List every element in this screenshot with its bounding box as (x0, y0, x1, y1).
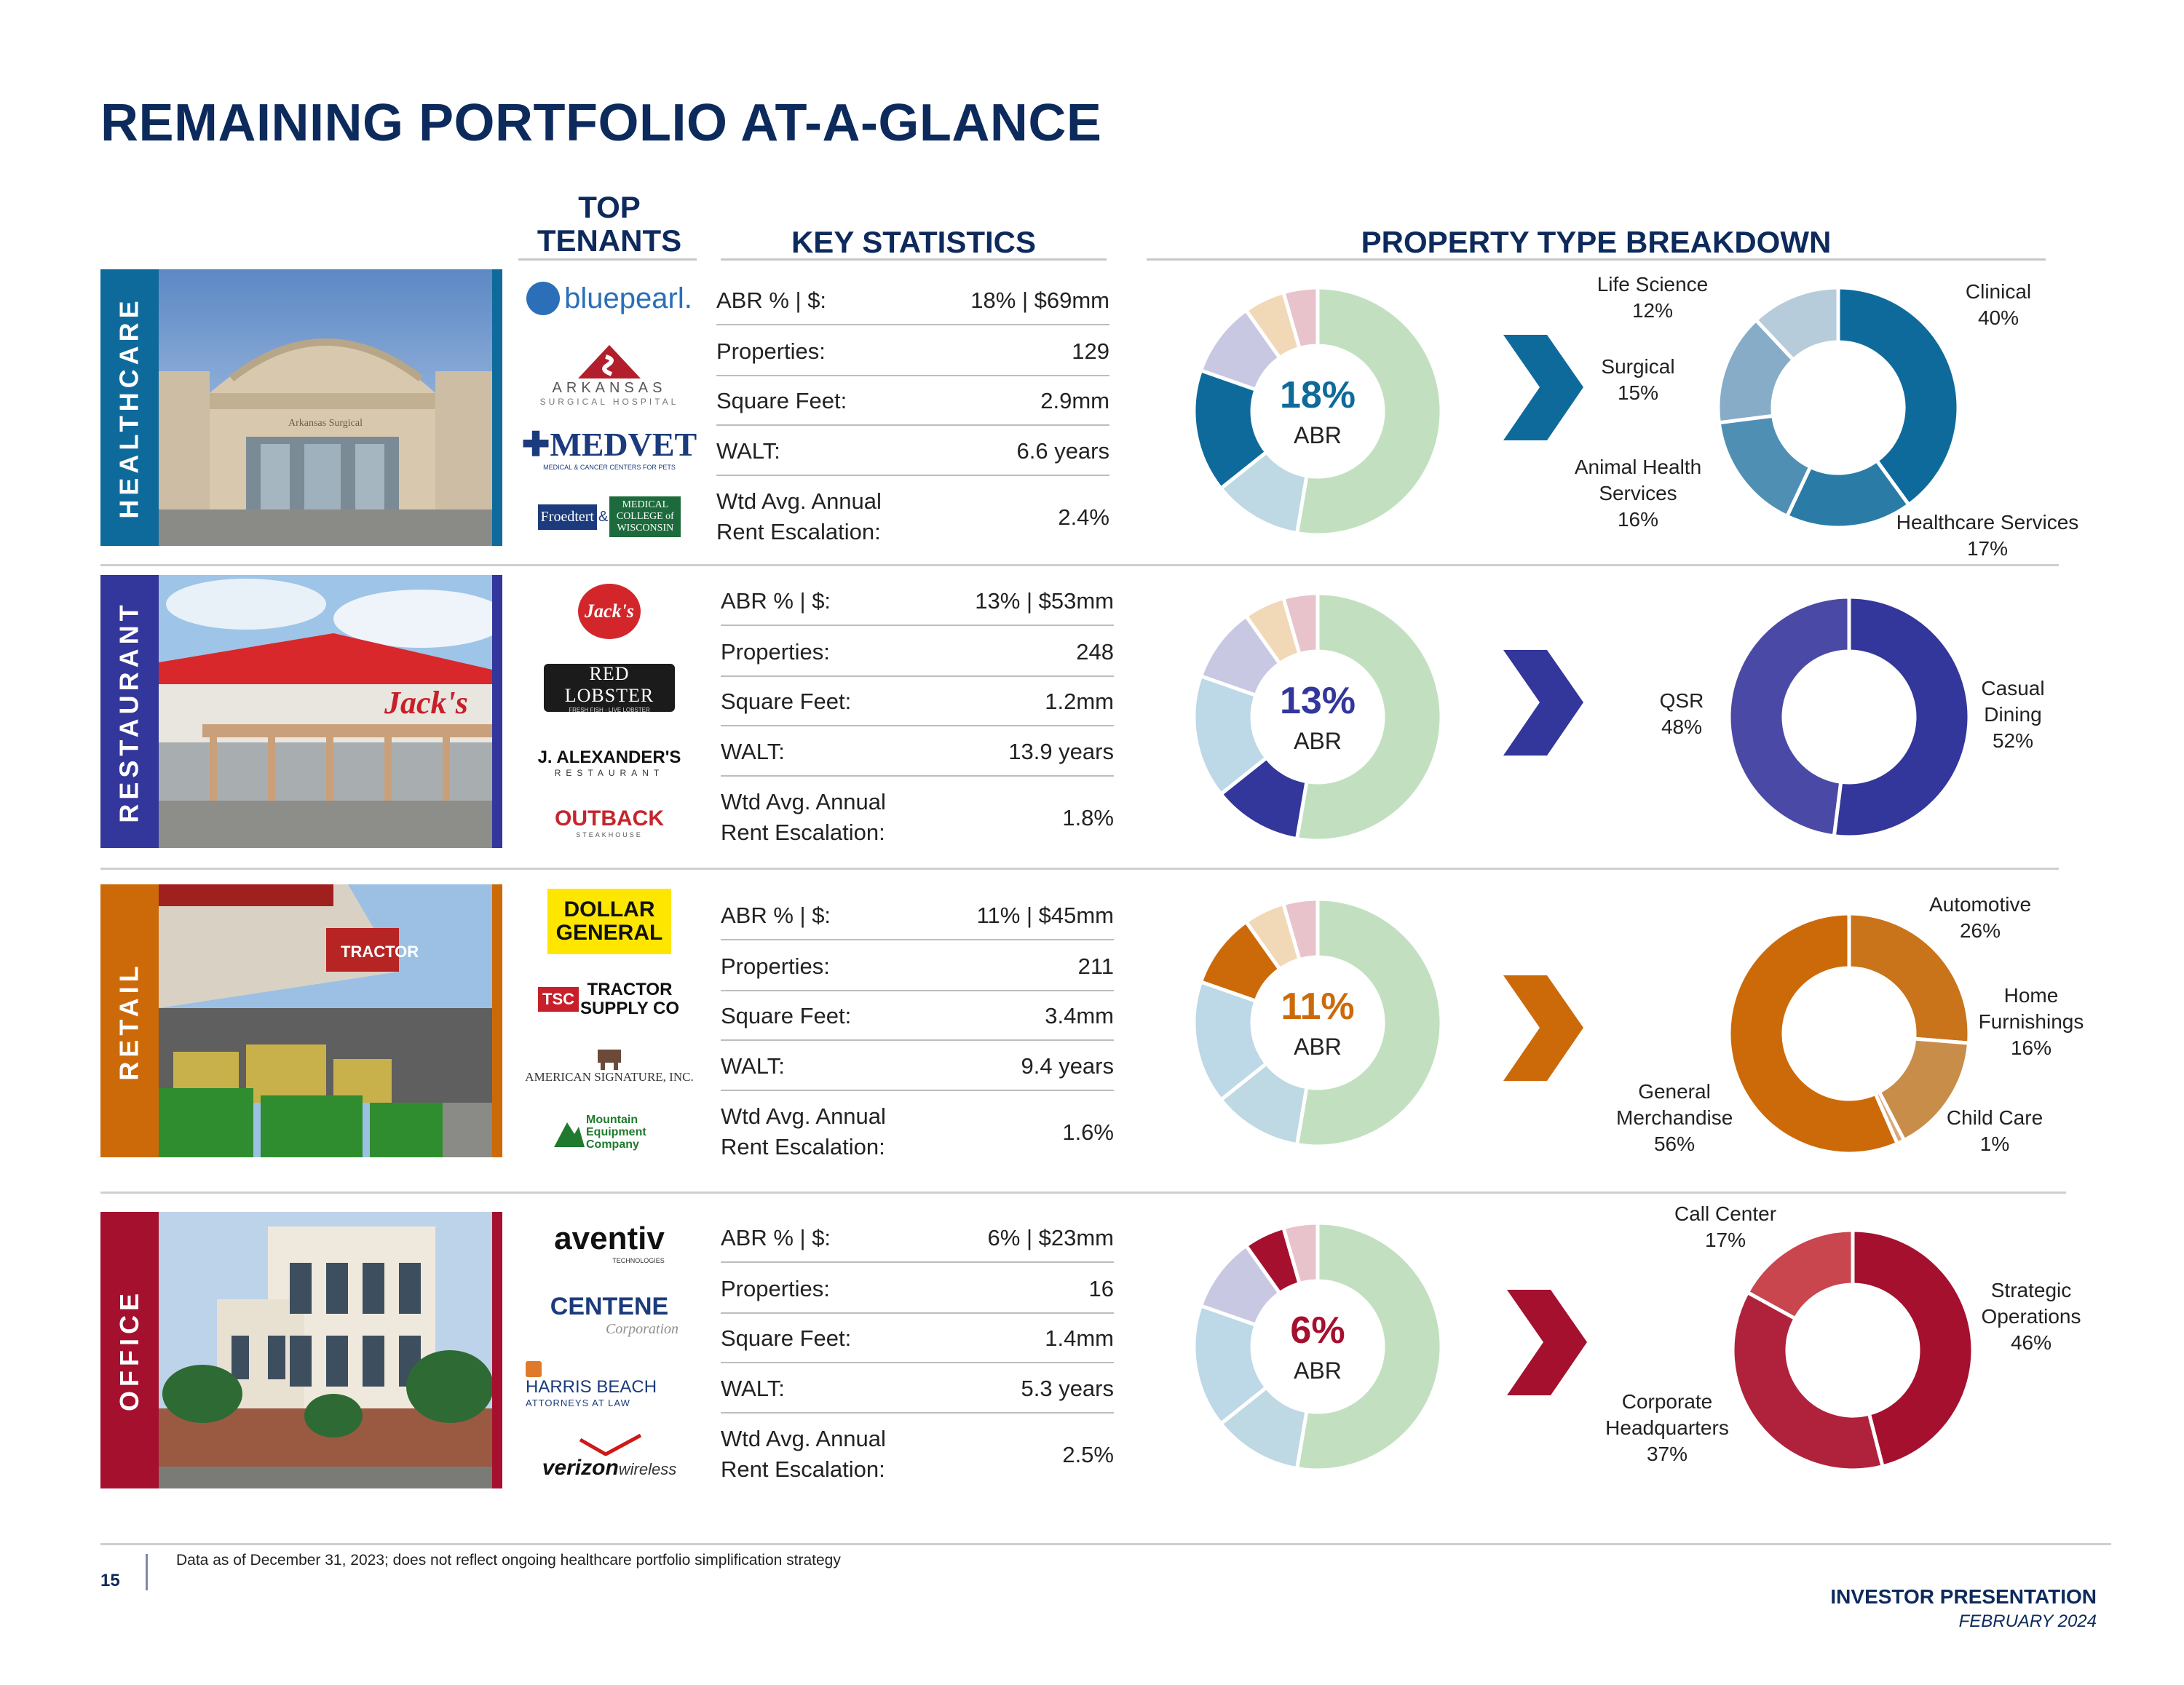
breakdown-slice-strategic-operations (1851, 1228, 1975, 1469)
breakdown-slice-life-science (1753, 285, 1840, 362)
tenant-logo-aventiv: aventiv TECHNOLOGIES (554, 1221, 665, 1264)
sector-band-office: OFFICE (100, 1212, 159, 1488)
office-property-photo (159, 1212, 492, 1488)
breakdown-slice-casual-dining (1832, 595, 1971, 839)
seg-label-home-furnishings: Home Furnishings 16% (1978, 984, 2084, 1059)
section-divider (100, 564, 2059, 566)
abr-percent: 11% (1281, 986, 1355, 1028)
tenant-logo-centene: CENTENE Corporation (550, 1293, 679, 1337)
healthcare-photo-edge (492, 269, 502, 546)
presentation-label: INVESTOR PRESENTATION (1830, 1585, 2097, 1608)
retail-breakdown-donut (1722, 906, 1977, 1165)
retail-photo-edge (492, 884, 502, 1157)
header-rule-breakdown (1147, 258, 2046, 261)
portfolio-slice-other (1281, 1221, 1320, 1286)
svg-text:TRACTOR: TRACTOR (341, 943, 419, 961)
svg-text:Arkansas Surgical: Arkansas Surgical (288, 418, 363, 429)
office-chevron-icon (1507, 1290, 1587, 1395)
header-property-breakdown: PROPERTY TYPE BREAKDOWN (1361, 225, 1832, 259)
restaurant-property-photo: Jack's (159, 575, 492, 848)
office-breakdown-donut (1725, 1223, 1980, 1481)
breakdown-slice-qsr (1727, 595, 1851, 838)
portfolio-slice-remaining (1294, 1221, 1444, 1472)
header-rule-stats (721, 258, 1107, 261)
breakdown-slice-clinical (1836, 285, 1961, 507)
tenant-logo-dollar-general: DOLLAR GENERAL (518, 888, 700, 955)
restaurant-photo-edge (492, 575, 502, 848)
restaurant-breakdown-donut (1722, 590, 1977, 848)
seg-label-clinical: Clinical 40% (1965, 280, 2032, 329)
seg-label-surgical: Surgical 15% (1601, 355, 1675, 404)
office-photo-edge (492, 1212, 502, 1488)
healthcare-chevron-icon (1503, 335, 1583, 440)
portfolio-slice-other (1281, 897, 1320, 962)
sector-band-healthcare: HEALTHCARE (100, 269, 159, 546)
page-number-divider (146, 1554, 148, 1590)
footer-rule (100, 1543, 2111, 1545)
seg-label-strategic-operations: Strategic Operations 46% (1981, 1279, 2081, 1354)
page-number: 15 (100, 1571, 120, 1590)
portfolio-slice-remaining (1294, 897, 1444, 1149)
abr-label: ABR (1294, 728, 1342, 754)
seg-label-life-science: Life Science 12% (1597, 273, 1709, 322)
abr-label: ABR (1294, 422, 1342, 448)
seg-label-animal-health: Animal Health Services 16% (1574, 456, 1702, 531)
portfolio-slice-other (1281, 591, 1320, 657)
seg-label-corporate-hq: Corporate Headquarters 37% (1605, 1390, 1729, 1465)
tenant-logo-jacks: Jack's (518, 582, 700, 641)
tenant-logo-arkansas-surgical: ARKANSAS SURGICAL HOSPITAL (518, 338, 700, 411)
breakdown-slice-call-center (1745, 1228, 1855, 1322)
seg-label-call-center: Call Center 17% (1674, 1202, 1777, 1251)
healthcare-property-photo: Arkansas Surgical (159, 269, 492, 546)
seg-label-healthcare-services: Healthcare Services 17% (1896, 511, 2079, 560)
seg-label-automotive: Automotive 26% (1928, 893, 2032, 942)
presentation-date: FEBRUARY 2024 (1958, 1611, 2097, 1631)
tenant-logo-mec: Mountain Equipment Company (518, 1106, 700, 1157)
breakdown-slice-corporate-headquarters (1730, 1290, 1886, 1472)
seg-label-casual-dining: Casual Dining 52% (1981, 677, 2045, 752)
tenant-logo-american-signature: AMERICAN SIGNATURE, INC. (518, 1039, 700, 1090)
breakdown-slice-automotive (1847, 911, 1971, 1045)
restaurant-chevron-icon (1503, 650, 1583, 756)
retail-property-photo: TRACTOR (159, 884, 492, 1157)
abr-label: ABR (1294, 1034, 1342, 1060)
tenant-logo-j-alexanders: J. ALEXANDER'S RESTAURANT (537, 748, 681, 778)
tenant-logo-tractor-supply: TSC TRACTOR SUPPLY CO (518, 974, 700, 1025)
seg-label-general-merchandise: General Merchandise 56% (1616, 1080, 1733, 1155)
tenant-logo-harris-beach: HARRIS BEACH ATTORNEYS AT LAW (518, 1355, 708, 1414)
abr-percent: 6% (1290, 1309, 1345, 1352)
abr-percent: 18% (1279, 374, 1356, 416)
retail-portfolio-donut: 11% ABR (1187, 892, 1449, 1157)
tenant-logo-red-lobster: RED LOBSTER FRESH FISH · LIVE LOBSTER (518, 662, 700, 713)
retail-chevron-icon (1503, 975, 1583, 1081)
portfolio-slice-remaining (1294, 591, 1444, 843)
healthcare-portfolio-donut: 18% ABR (1187, 280, 1449, 546)
portfolio-slice-other (1281, 285, 1320, 351)
section-divider (100, 868, 2059, 870)
seg-label-qsr: QSR 48% (1659, 689, 1704, 738)
sector-band-restaurant: RESTAURANT (100, 575, 159, 848)
breakdown-slice-general-merchandise (1727, 911, 1900, 1156)
office-portfolio-donut: 6% ABR (1187, 1216, 1449, 1481)
header-rule-tenants (518, 258, 697, 261)
page-title: REMAINING PORTFOLIO AT-A-GLANCE (100, 94, 1102, 152)
tenant-logo-outback: OUTBACK STEAKHOUSE (555, 806, 664, 838)
seg-label-child-care: Child Care 1% (1946, 1106, 2043, 1155)
tenant-logo-medvet: ✚MEDVET MEDICAL & CANCER CENTERS FOR PET… (521, 426, 697, 471)
sector-band-retail: RETAIL (100, 884, 159, 1157)
footnote: Data as of December 31, 2023; does not r… (176, 1552, 841, 1569)
svg-text:Jack's: Jack's (384, 685, 468, 721)
abr-label: ABR (1294, 1357, 1342, 1384)
header-key-statistics: KEY STATISTICS (791, 225, 1037, 259)
tenant-logo-froedtert-mcw: Froedtert & MEDICAL COLLEGE of WISCONSIN (518, 495, 700, 539)
header-top-tenants: TOP TENANTS (537, 190, 682, 258)
healthcare-breakdown-donut (1711, 280, 1966, 539)
section-divider (100, 1192, 2066, 1194)
portfolio-slice-remaining (1294, 285, 1444, 537)
abr-percent: 13% (1279, 680, 1356, 722)
tenant-logo-bluepearl: bluepearl. (518, 277, 700, 320)
tenant-logo-verizon: verizonwireless (518, 1428, 700, 1486)
restaurant-portfolio-donut: 13% ABR (1187, 586, 1449, 852)
